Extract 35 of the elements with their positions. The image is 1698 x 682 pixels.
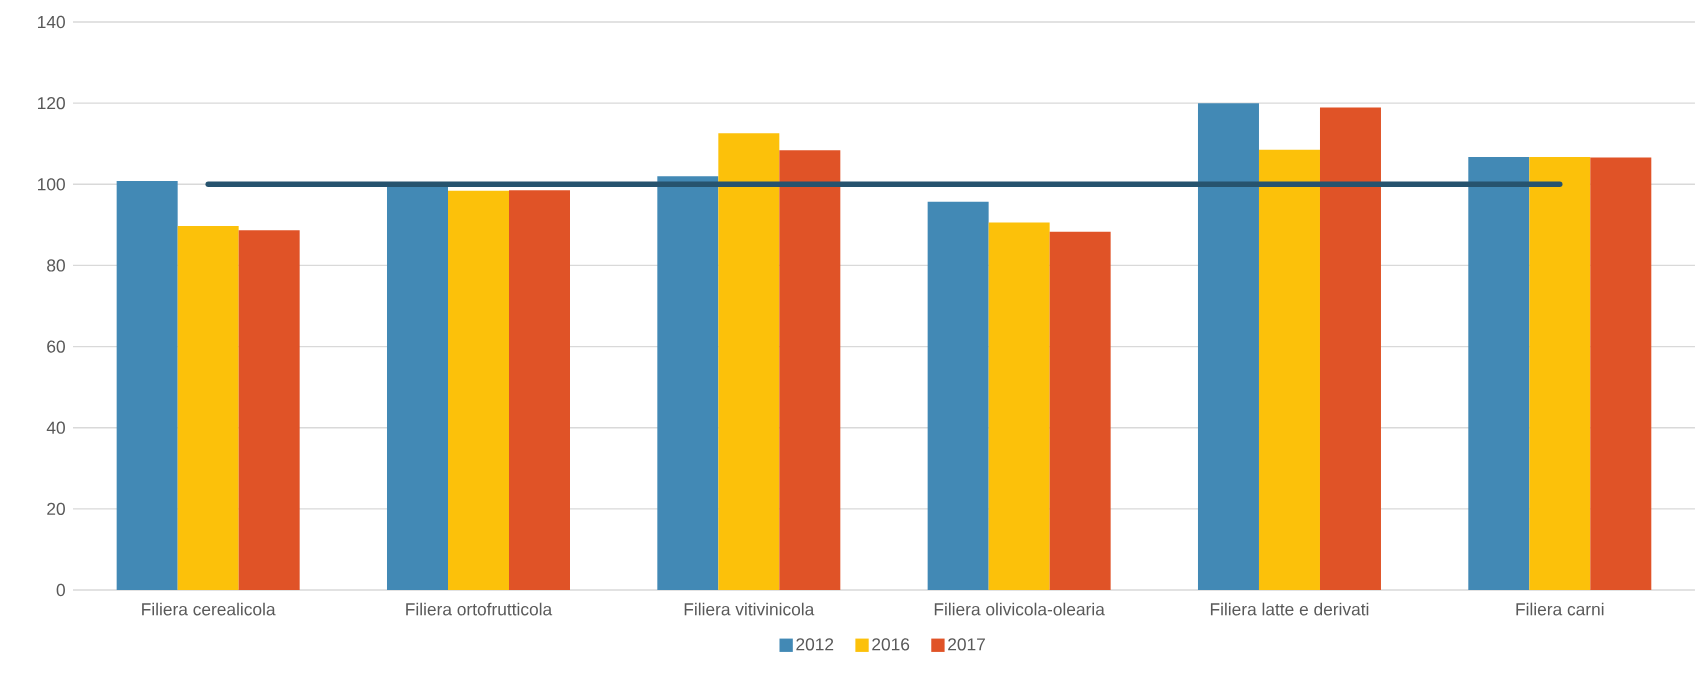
bar xyxy=(718,133,780,590)
y-tick-label: 40 xyxy=(46,421,65,434)
bar xyxy=(1258,149,1320,590)
bar xyxy=(1319,107,1381,590)
bar xyxy=(779,150,841,590)
y-tick-label: 100 xyxy=(38,178,65,191)
x-tick-label: Filiera latte e derivati xyxy=(1210,602,1369,616)
bar xyxy=(1468,157,1530,590)
bar xyxy=(1197,103,1259,590)
legend-label: 2012 xyxy=(796,638,834,651)
x-tick-label: Filiera ortofrutticola xyxy=(406,602,553,616)
bar xyxy=(116,181,178,590)
y-tick-label: 140 xyxy=(38,15,65,29)
y-tick-label: 20 xyxy=(47,502,65,515)
y-tick-label: 0 xyxy=(56,583,65,597)
bar xyxy=(447,190,509,590)
bar xyxy=(1590,157,1652,590)
x-tick-label: Filiera carni xyxy=(1516,602,1604,616)
x-tick-label: Filiera cerealicola xyxy=(142,602,276,616)
bar xyxy=(509,190,570,590)
bar xyxy=(657,176,719,590)
y-tick-label: 60 xyxy=(47,340,65,353)
x-tick-label: Filiera olivicola-olearia xyxy=(934,602,1105,616)
bar xyxy=(927,201,989,590)
bar xyxy=(988,222,1050,590)
legend-label: 2017 xyxy=(948,638,985,651)
bar xyxy=(1529,157,1591,590)
y-tick-label: 80 xyxy=(47,259,65,272)
y-tick-label: 120 xyxy=(38,97,65,110)
bar xyxy=(238,230,300,590)
bar xyxy=(1049,231,1111,590)
bar xyxy=(387,184,448,590)
legend-label: 2016 xyxy=(872,638,910,651)
x-tick-label: Filiera vitivinicola xyxy=(684,602,815,616)
bar xyxy=(177,226,239,590)
